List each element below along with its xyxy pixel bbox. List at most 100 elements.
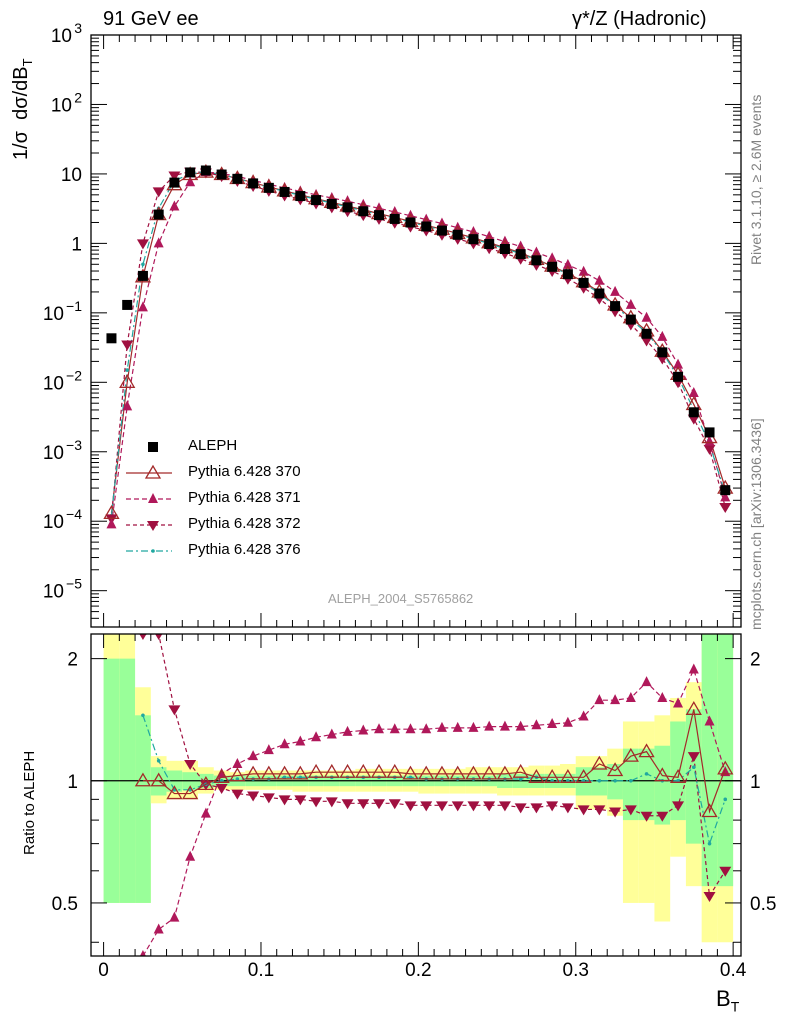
main-marker-p372	[136, 239, 149, 250]
ratio-band-green	[654, 745, 671, 825]
ratio-marker-p376	[723, 797, 728, 802]
main-marker-data	[216, 169, 227, 180]
ratio-marker-p371	[405, 723, 416, 734]
legend-marker-p372	[147, 521, 159, 531]
main-marker-data	[499, 244, 510, 255]
ratio-marker-p376	[408, 775, 413, 780]
ratio-marker-p372	[310, 797, 323, 808]
ratio-marker-p371	[263, 744, 274, 755]
y-tick-label: 10	[43, 304, 64, 325]
legend-label-p371: Pythia 6.428 371	[188, 489, 301, 506]
ratio-marker-p376	[644, 772, 649, 776]
x-axis-label: BT	[716, 986, 740, 1015]
main-marker-data	[185, 167, 196, 178]
ratio-marker-p371	[358, 724, 369, 735]
ratio-band-green	[638, 748, 655, 821]
ratio-marker-p376	[282, 775, 287, 780]
ratio-marker-p372	[247, 791, 260, 802]
main-marker-data	[374, 210, 385, 221]
main-marker-p371	[137, 301, 148, 312]
ratio-marker-p370	[528, 769, 545, 783]
main-marker-data	[263, 182, 274, 193]
ratio-marker-p372	[184, 759, 197, 770]
y-tick-exponent: 2	[74, 89, 82, 105]
legend-label-p376: Pythia 6.428 376	[188, 541, 301, 558]
main-marker-data	[578, 277, 589, 288]
ratio-marker-p371	[468, 721, 479, 732]
ratio-marker-p372	[530, 803, 543, 814]
ratio-marker-p371	[248, 750, 259, 761]
main-marker-p371	[610, 285, 621, 296]
ratio-marker-p371	[185, 850, 196, 861]
ratio-marker-p370	[591, 755, 608, 770]
main-marker-data	[106, 333, 117, 344]
main-marker-p376	[125, 368, 129, 372]
main-marker-data	[452, 229, 463, 240]
ratio-marker-p372	[215, 783, 228, 794]
main-marker-data	[122, 299, 133, 310]
main-marker-p371	[720, 491, 731, 502]
ratio-marker-p370	[276, 765, 293, 780]
main-marker-p372	[640, 336, 653, 347]
ratio-marker-p370	[669, 769, 687, 783]
main-marker-data	[311, 195, 322, 206]
main-marker-data	[295, 191, 306, 202]
main-line-p372	[110, 170, 726, 519]
ratio-marker-p371	[547, 718, 558, 729]
ratio-marker-p370	[481, 765, 498, 780]
main-marker-p371	[547, 252, 558, 263]
main-marker-data	[405, 217, 416, 228]
main-marker-data	[673, 371, 684, 382]
main-marker-p371	[625, 298, 636, 309]
ratio-marker-p370	[150, 772, 167, 787]
main-marker-p371	[562, 258, 573, 269]
ratio-marker-p371	[232, 757, 243, 768]
ratio-marker-p370	[197, 776, 215, 790]
ratio-marker-p376	[141, 713, 145, 718]
ratio-marker-p370	[701, 803, 718, 818]
ratio-marker-p371	[311, 731, 322, 742]
main-marker-p371	[122, 400, 133, 411]
ratio-band-green	[622, 748, 639, 821]
process-label: γ*/Z (Hadronic)	[572, 8, 707, 30]
legend-label-p370: Pythia 6.428 370	[188, 463, 301, 480]
ratio-marker-p372	[451, 801, 464, 812]
ratio-marker-p370	[182, 785, 199, 800]
main-marker-data	[389, 213, 400, 224]
ratio-marker-p370	[544, 769, 561, 783]
main-marker-data	[200, 165, 211, 176]
main-line-p371	[110, 171, 726, 525]
main-marker-data	[704, 427, 715, 438]
main-marker-p376	[141, 262, 145, 267]
main-marker-data	[421, 221, 432, 232]
ratio-marker-p370	[449, 765, 466, 780]
ratio-marker-p372	[483, 801, 496, 812]
ratio-marker-p372	[262, 793, 275, 804]
ratio-frame	[90, 633, 742, 957]
ratio-marker-p370	[244, 765, 262, 780]
legend-marker-p376	[151, 549, 155, 553]
y-tick-label: 10	[43, 512, 64, 533]
ratio-y-tick-label: 2	[67, 650, 78, 671]
main-group	[103, 163, 734, 529]
ratio-marker-p372	[404, 801, 417, 812]
ratio-y-tick-label: 0.5	[52, 894, 78, 915]
ratio-marker-p376	[691, 765, 696, 770]
legend-label-p372: Pythia 6.428 372	[188, 515, 301, 532]
ratio-marker-p371	[625, 691, 636, 702]
mcplots-label: mcplots.cern.ch [arXiv:1306.3436]	[748, 418, 764, 630]
ratio-marker-p370	[229, 767, 246, 782]
ratio-marker-p370	[622, 747, 639, 762]
main-marker-data	[484, 238, 495, 249]
main-marker-data	[169, 177, 180, 188]
ratio-marker-p372	[577, 805, 590, 816]
ratio-marker-p372	[498, 801, 511, 812]
ratio-marker-p371	[279, 738, 290, 749]
main-marker-data	[436, 225, 447, 236]
ratio-marker-p370	[654, 767, 671, 782]
ratio-marker-p371	[389, 723, 400, 734]
main-marker-p372	[121, 340, 134, 351]
x-tick-label: 0.4	[720, 960, 747, 981]
ratio-marker-p370	[134, 772, 152, 787]
main-marker-data	[547, 261, 558, 272]
